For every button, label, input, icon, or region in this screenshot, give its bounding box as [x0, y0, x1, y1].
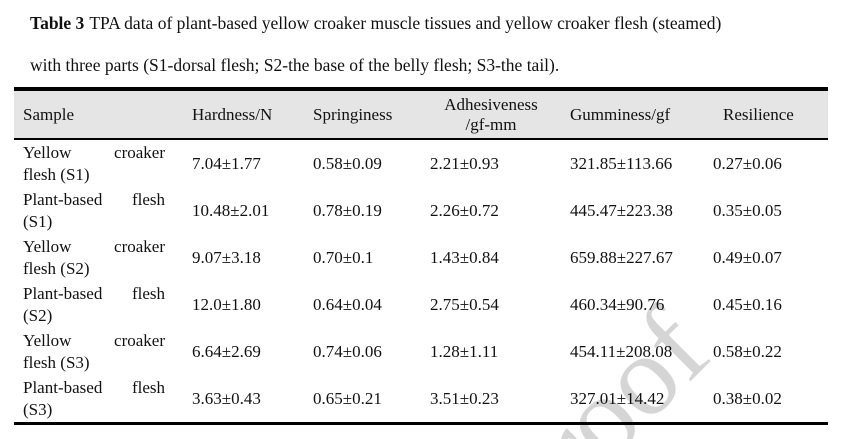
header-adhesiveness-line2: /gf-mm — [465, 114, 517, 134]
cell-resilience: 0.49±0.07 — [713, 247, 782, 267]
sample-word-2: flesh — [131, 377, 165, 397]
table-row: Plant-based flesh (S2) 12.0±1.80 0.64±0.0… — [14, 281, 828, 328]
cell-sample: Plant-based flesh (S2) — [14, 283, 192, 327]
header-adhesiveness-line1: Adhesiveness — [444, 94, 538, 114]
cell-hardness: 6.64±2.69 — [192, 341, 261, 361]
cell-springiness: 0.58±0.09 — [313, 153, 382, 173]
cell-hardness: 7.04±1.77 — [192, 153, 261, 173]
sample-word-2: croaker — [114, 236, 165, 256]
table-header-row: Sample Hardness/N Springiness Adhesivene… — [14, 91, 828, 140]
caption-line-1: Table 3 TPA data of plant-based yellow cr… — [30, 2, 830, 44]
cell-adhesiveness: 2.21±0.93 — [430, 153, 499, 173]
sample-word-2: flesh — [131, 283, 165, 303]
header-gumminess: Gumminess/gf — [570, 104, 671, 124]
cell-gumminess: 445.47±223.38 — [570, 200, 673, 220]
sample-word-1: Yellow — [23, 236, 72, 256]
sample-word-1: Yellow — [23, 142, 72, 162]
sample-word-1: Plant-based — [23, 377, 103, 397]
cell-springiness: 0.74±0.06 — [313, 341, 382, 361]
header-hardness: Hardness/N — [192, 104, 273, 124]
cell-springiness: 0.78±0.19 — [313, 200, 382, 220]
sample-word-1: Plant-based — [23, 283, 103, 303]
cell-adhesiveness: 1.43±0.84 — [430, 247, 499, 267]
cell-resilience: 0.45±0.16 — [713, 294, 782, 314]
header-resilience: Resilience — [723, 104, 794, 124]
table-row: Plant-based flesh (S3) 3.63±0.43 0.65±0.2… — [14, 375, 828, 422]
cell-hardness: 12.0±1.80 — [192, 294, 261, 314]
sample-word-1: Yellow — [23, 330, 72, 350]
cell-sample: Plant-based flesh (S1) — [14, 189, 192, 233]
cell-resilience: 0.27±0.06 — [713, 153, 782, 173]
sample-line-2: flesh (S1) — [23, 164, 90, 184]
sample-line-2: flesh (S3) — [23, 352, 90, 372]
sample-line-2: flesh (S2) — [23, 258, 90, 278]
sample-line-2: (S3) — [23, 399, 53, 419]
cell-resilience: 0.38±0.02 — [713, 388, 782, 408]
sample-word-2: croaker — [114, 142, 165, 162]
cell-gumminess: 454.11±208.08 — [570, 341, 673, 361]
cell-resilience: 0.35±0.05 — [713, 200, 782, 220]
cell-adhesiveness: 2.75±0.54 — [430, 294, 499, 314]
cell-sample: Yellow croaker flesh (S1) — [14, 142, 192, 186]
cell-springiness: 0.64±0.04 — [313, 294, 382, 314]
sample-line-2: (S2) — [23, 305, 53, 325]
cell-sample: Plant-based flesh (S3) — [14, 377, 192, 421]
cell-sample: Yellow croaker flesh (S3) — [14, 330, 192, 374]
cell-adhesiveness: 1.28±1.11 — [430, 341, 499, 361]
cell-hardness: 9.07±3.18 — [192, 247, 261, 267]
header-adhesiveness: Adhesiveness /gf-mm — [430, 95, 570, 135]
cell-gumminess: 659.88±227.67 — [570, 247, 673, 267]
table-row: Yellow croaker flesh (S3) 6.64±2.69 0.74±… — [14, 328, 828, 375]
cell-springiness: 0.65±0.21 — [313, 388, 382, 408]
cell-springiness: 0.70±0.1 — [313, 247, 374, 267]
table-caption: Table 3 TPA data of plant-based yellow cr… — [30, 2, 830, 86]
sample-line-2: (S1) — [23, 211, 53, 231]
cell-gumminess: 321.85±113.66 — [570, 153, 673, 173]
caption-text-line1: TPA data of plant-based yellow croaker m… — [89, 13, 722, 33]
sample-word-2: croaker — [114, 330, 165, 350]
tpa-data-table: Sample Hardness/N Springiness Adhesivene… — [14, 87, 828, 425]
sample-word-1: Plant-based — [23, 189, 103, 209]
cell-hardness: 3.63±0.43 — [192, 388, 261, 408]
cell-gumminess: 327.01±14.42 — [570, 388, 665, 408]
table-row: Yellow croaker flesh (S2) 9.07±3.18 0.70±… — [14, 234, 828, 281]
table-row: Yellow croaker flesh (S1) 7.04±1.77 0.58±… — [14, 140, 828, 187]
header-sample: Sample — [23, 104, 74, 124]
cell-gumminess: 460.34±90.76 — [570, 294, 665, 314]
cell-hardness: 10.48±2.01 — [192, 200, 270, 220]
caption-table-number: Table 3 — [30, 13, 85, 33]
sample-word-2: flesh — [131, 189, 165, 209]
header-springiness: Springiness — [313, 104, 393, 124]
cell-adhesiveness: 2.26±0.72 — [430, 200, 499, 220]
cell-adhesiveness: 3.51±0.23 — [430, 388, 499, 408]
table-row: Plant-based flesh (S1) 10.48±2.01 0.78±0.… — [14, 187, 828, 234]
cell-resilience: 0.58±0.22 — [713, 341, 782, 361]
cell-sample: Yellow croaker flesh (S2) — [14, 236, 192, 280]
caption-text-line2: with three parts (S1-dorsal flesh; S2-th… — [30, 55, 560, 75]
